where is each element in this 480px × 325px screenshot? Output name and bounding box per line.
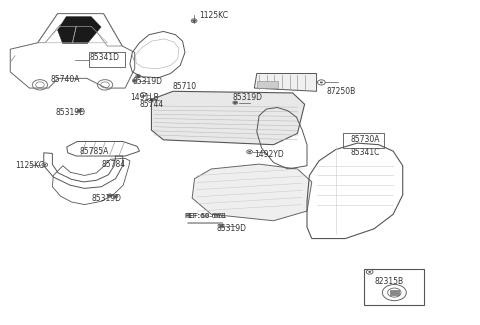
Text: REF:60-661: REF:60-661 (185, 213, 228, 219)
Text: 1491LB: 1491LB (130, 93, 158, 102)
Text: 85319D: 85319D (233, 93, 263, 102)
Text: 82315B: 82315B (374, 277, 403, 286)
Circle shape (114, 195, 118, 198)
Polygon shape (254, 73, 317, 91)
Circle shape (108, 194, 112, 197)
Text: 85740A: 85740A (51, 75, 81, 84)
Text: 85341D: 85341D (89, 53, 119, 62)
Text: 85319D: 85319D (216, 224, 246, 233)
Circle shape (220, 225, 224, 227)
Circle shape (320, 82, 323, 84)
Circle shape (78, 110, 82, 112)
Polygon shape (192, 164, 312, 221)
Text: REF:60-661: REF:60-661 (185, 213, 225, 219)
Text: 85785A: 85785A (80, 147, 109, 156)
Circle shape (136, 75, 140, 77)
Polygon shape (152, 91, 305, 145)
Text: 85710: 85710 (173, 82, 197, 91)
Polygon shape (58, 17, 101, 44)
Text: 85730A: 85730A (350, 135, 380, 144)
Text: 1492YD: 1492YD (254, 150, 284, 159)
Text: 1125KC: 1125KC (15, 161, 44, 170)
Polygon shape (257, 81, 278, 88)
Circle shape (248, 151, 251, 153)
Circle shape (43, 164, 46, 166)
Text: 85319D: 85319D (132, 77, 162, 86)
Text: 1125KC: 1125KC (199, 11, 228, 20)
Circle shape (133, 79, 137, 82)
Text: 85319D: 85319D (56, 108, 86, 117)
Polygon shape (390, 290, 399, 294)
Text: 85341C: 85341C (350, 148, 380, 157)
Circle shape (368, 271, 371, 273)
Text: 85784: 85784 (101, 160, 125, 169)
Circle shape (233, 101, 237, 104)
Circle shape (192, 20, 196, 22)
Text: 85744: 85744 (140, 100, 164, 109)
Text: 87250B: 87250B (326, 87, 355, 96)
Text: 85319D: 85319D (92, 194, 121, 202)
